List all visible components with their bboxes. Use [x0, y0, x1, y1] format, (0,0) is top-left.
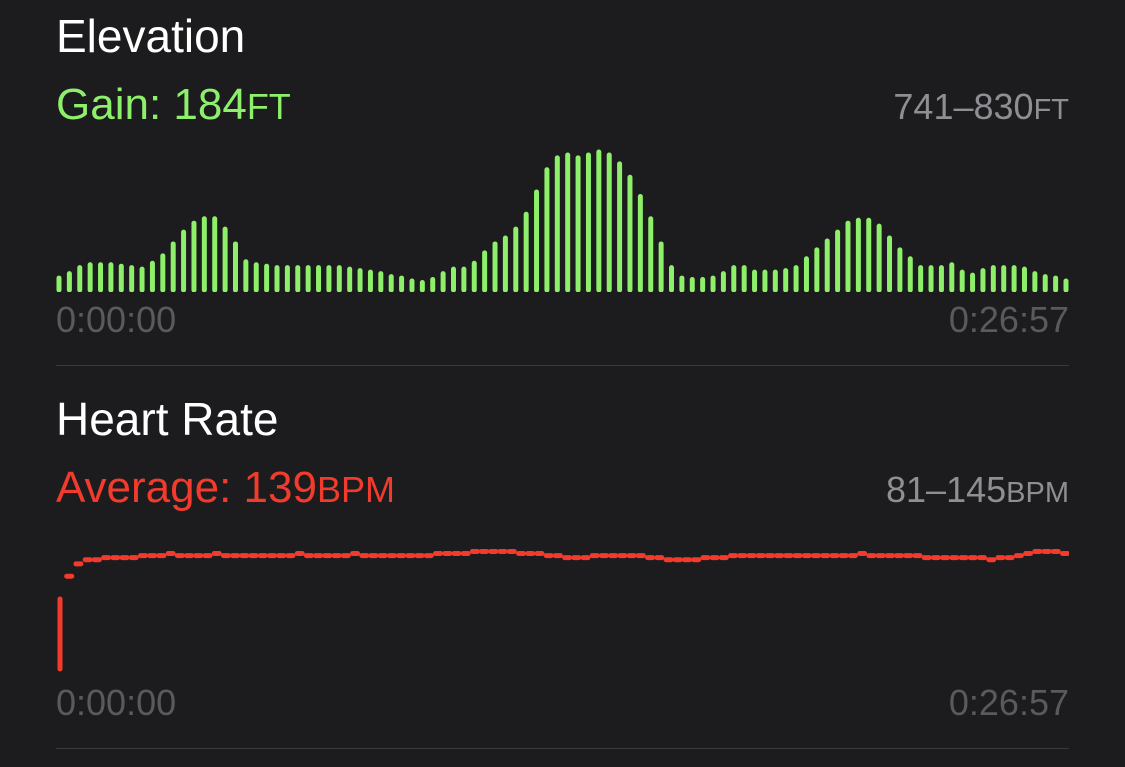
elevation-range-value: 741–830 [893, 86, 1034, 127]
elevation-chart [56, 149, 1069, 292]
elevation-gain: Gain: 184FT [56, 78, 291, 134]
elevation-section: Elevation Gain: 184FT 741–830FT 0:00:00 … [56, 0, 1069, 366]
elevation-gain-value: Gain: 184 [56, 80, 247, 129]
divider [56, 365, 1069, 366]
heart-rate-section: Heart Rate Average: 139BPM 81–145BPM 0:0… [56, 383, 1069, 749]
elevation-end-time: 0:26:57 [948, 299, 1069, 340]
heart-rate-average-value: Average: 139 [56, 463, 317, 512]
heart-rate-average-unit: BPM [316, 469, 395, 510]
heart-rate-range-value: 81–145 [886, 469, 1007, 510]
elevation-title: Elevation [56, 10, 246, 62]
elevation-range-unit: FT [1033, 94, 1069, 126]
heart-rate-range: 81–145BPM [886, 467, 1069, 516]
heart-rate-title: Heart Rate [56, 393, 279, 445]
elevation-start-time: 0:00:00 [56, 299, 177, 340]
heart-rate-start-time: 0:00:00 [56, 682, 177, 723]
elevation-gain-unit: FT [246, 86, 291, 127]
heart-rate-end-time: 0:26:57 [948, 682, 1069, 723]
heart-rate-chart [57, 548, 1069, 672]
elevation-range: 741–830FT [893, 84, 1069, 133]
divider [56, 748, 1069, 749]
heart-rate-average: Average: 139BPM [56, 461, 395, 517]
heart-rate-range-unit: BPM [1006, 477, 1069, 509]
